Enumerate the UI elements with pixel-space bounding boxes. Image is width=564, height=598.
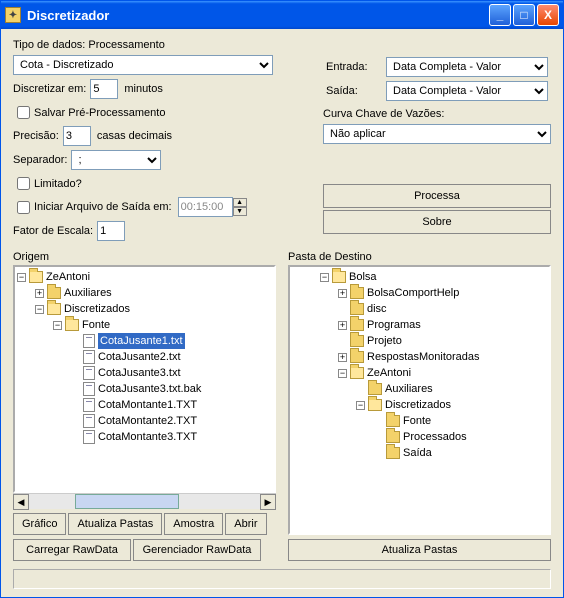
saida-label: Saída: bbox=[326, 85, 358, 97]
curva-select[interactable]: Não aplicar bbox=[323, 124, 551, 144]
atualiza-pastas-button[interactable]: Atualiza Pastas bbox=[68, 513, 162, 535]
file-item[interactable]: CotaJusante3.txt.bak bbox=[98, 381, 201, 397]
time-spin-up[interactable]: ▲ bbox=[233, 198, 247, 207]
saida-select[interactable]: Data Completa - Valor bbox=[386, 81, 548, 101]
destino-tree[interactable]: −Bolsa +BolsaComportHelp disc +Programas… bbox=[288, 265, 551, 535]
folder-closed-icon bbox=[386, 431, 400, 443]
abrir-button[interactable]: Abrir bbox=[225, 513, 266, 535]
fator-escala-label: Fator de Escala: bbox=[13, 225, 93, 237]
file-item[interactable]: CotaJusante2.txt bbox=[98, 349, 181, 365]
folder-closed-icon bbox=[386, 415, 400, 427]
limitado-checkbox[interactable] bbox=[17, 177, 30, 190]
scroll-right-button[interactable]: ▶ bbox=[260, 494, 276, 510]
curva-label: Curva Chave de Vazões: bbox=[323, 108, 444, 120]
amostra-button[interactable]: Amostra bbox=[164, 513, 223, 535]
discretizar-unit: minutos bbox=[124, 83, 163, 95]
folder-open-icon bbox=[65, 319, 79, 331]
file-item[interactable]: CotaMontante3.TXT bbox=[98, 429, 197, 445]
file-item[interactable]: CotaMontante1.TXT bbox=[98, 397, 197, 413]
client-area: Tipo de dados: Processamento Cota - Disc… bbox=[1, 29, 563, 597]
precisao-label: Precisão: bbox=[13, 130, 59, 142]
salvar-pre-label: Salvar Pré-Processamento bbox=[34, 107, 165, 119]
origem-label: Origem bbox=[13, 251, 276, 263]
app-window: ✦ Discretizador _ □ X Tipo de dados: Pro… bbox=[0, 0, 564, 598]
file-item[interactable]: CotaJusante3.txt bbox=[98, 365, 181, 381]
file-icon bbox=[83, 382, 95, 396]
processa-button[interactable]: Processa bbox=[323, 184, 551, 208]
folder-open-icon bbox=[47, 303, 61, 315]
gerenciador-rawdata-button[interactable]: Gerenciador RawData bbox=[133, 539, 261, 561]
time-spin-down[interactable]: ▼ bbox=[233, 207, 247, 216]
origem-panel: Origem −ZeAntoni +Auxiliares −Discretiza… bbox=[13, 251, 276, 561]
precisao-input[interactable] bbox=[63, 126, 91, 146]
folder-open-icon bbox=[29, 271, 43, 283]
precisao-unit: casas decimais bbox=[97, 130, 172, 142]
destino-panel: Pasta de Destino −Bolsa +BolsaComportHel… bbox=[288, 251, 551, 561]
limitado-label: Limitado? bbox=[34, 178, 82, 190]
minimize-button[interactable]: _ bbox=[489, 4, 511, 26]
scroll-left-button[interactable]: ◀ bbox=[13, 494, 29, 510]
folder-open-icon bbox=[350, 367, 364, 379]
origem-tree[interactable]: −ZeAntoni +Auxiliares −Discretizados −Fo… bbox=[13, 265, 276, 493]
salvar-pre-checkbox[interactable] bbox=[17, 106, 30, 119]
scroll-thumb[interactable] bbox=[75, 494, 179, 509]
origem-hscroll[interactable]: ◀ ▶ bbox=[13, 493, 276, 509]
folder-closed-icon bbox=[350, 319, 364, 331]
destino-label: Pasta de Destino bbox=[288, 251, 551, 263]
grafico-button[interactable]: Gráfico bbox=[13, 513, 66, 535]
folder-closed-icon bbox=[386, 447, 400, 459]
discretizar-label: Discretizar em: bbox=[13, 83, 86, 95]
carregar-rawdata-button[interactable]: Carregar RawData bbox=[13, 539, 131, 561]
sobre-button[interactable]: Sobre bbox=[323, 210, 551, 234]
window-title: Discretizador bbox=[27, 8, 489, 23]
tipo-dados-select[interactable]: Cota - Discretizado bbox=[13, 55, 273, 75]
discretizar-input[interactable] bbox=[90, 79, 118, 99]
file-item[interactable]: CotaMontante2.TXT bbox=[98, 413, 197, 429]
titlebar[interactable]: ✦ Discretizador _ □ X bbox=[1, 1, 563, 29]
iniciar-arquivo-time bbox=[178, 197, 233, 217]
iniciar-arquivo-checkbox[interactable] bbox=[17, 201, 30, 214]
destino-atualiza-button[interactable]: Atualiza Pastas bbox=[288, 539, 551, 561]
close-button[interactable]: X bbox=[537, 4, 559, 26]
file-icon bbox=[83, 350, 95, 364]
folder-closed-icon bbox=[47, 287, 61, 299]
file-icon bbox=[83, 398, 95, 412]
app-icon: ✦ bbox=[5, 7, 21, 23]
entrada-label: Entrada: bbox=[326, 61, 368, 73]
separador-label: Separador: bbox=[13, 154, 67, 166]
tipo-dados-label: Tipo de dados: Processamento bbox=[13, 39, 165, 51]
folder-closed-icon bbox=[350, 287, 364, 299]
file-icon bbox=[83, 334, 95, 348]
file-icon bbox=[83, 366, 95, 380]
status-bar bbox=[13, 569, 551, 589]
entrada-select[interactable]: Data Completa - Valor bbox=[386, 57, 548, 77]
separador-select[interactable]: ; bbox=[71, 150, 161, 170]
folder-open-icon bbox=[332, 271, 346, 283]
file-icon bbox=[83, 430, 95, 444]
file-icon bbox=[83, 414, 95, 428]
file-item[interactable]: CotaJusante1.txt bbox=[98, 333, 185, 349]
folder-open-icon bbox=[368, 399, 382, 411]
maximize-button[interactable]: □ bbox=[513, 4, 535, 26]
folder-closed-icon bbox=[350, 351, 364, 363]
iniciar-arquivo-label: Iniciar Arquivo de Saída em: bbox=[34, 201, 172, 213]
fator-escala-input[interactable] bbox=[97, 221, 125, 241]
folder-closed-icon bbox=[350, 335, 364, 347]
folder-closed-icon bbox=[350, 303, 364, 315]
folder-closed-icon bbox=[368, 383, 382, 395]
